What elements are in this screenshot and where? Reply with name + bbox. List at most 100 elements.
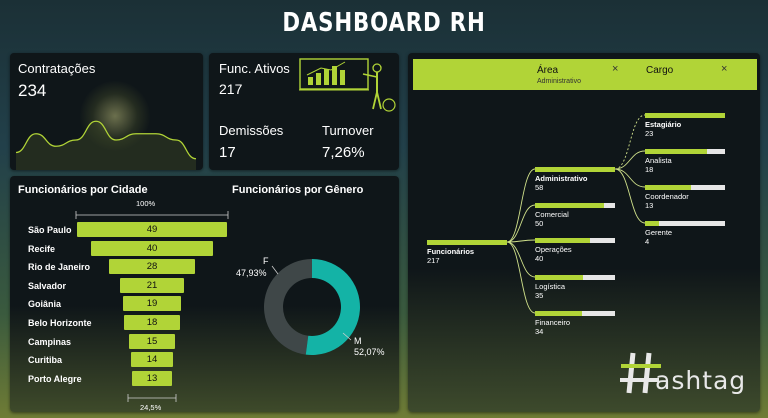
funnel-bar-value: 18 <box>146 317 158 328</box>
city-label: Curitiba <box>28 355 63 366</box>
tree-node-value: 50 <box>535 219 544 228</box>
hashtag-logo-icon <box>620 352 661 394</box>
tree-node-name: Financeiro <box>535 318 571 327</box>
funnel-top-pct: 100% <box>136 199 156 208</box>
genero-chart-title: Funcionários por Gênero <box>232 184 364 196</box>
cidade-genero-card: Funcionários por Cidade Funcionários por… <box>10 176 399 412</box>
tree-node-name: Administrativo <box>535 174 588 183</box>
donut-slice-f <box>263 259 312 355</box>
tree-node[interactable]: Coordenador 13 <box>645 185 725 211</box>
contratacoes-sparkline <box>15 120 197 170</box>
kpi-card: Func. Ativos 217 Demissões 17 Turnover 7… <box>209 53 399 170</box>
tree-node-value: 13 <box>645 201 654 210</box>
presentation-icon <box>299 58 396 112</box>
city-label: São Paulo <box>28 225 72 235</box>
city-label: Rio de Janeiro <box>28 262 91 273</box>
funnel-bar[interactable] <box>129 333 175 349</box>
tree-node-name: Coordenador <box>645 192 689 201</box>
donut-slice-m <box>305 259 360 355</box>
tree-node-name: Logística <box>535 282 566 291</box>
donut-f-label: F <box>263 256 269 266</box>
city-label: Recife <box>28 243 56 254</box>
tree-node[interactable]: Gerente 4 <box>645 221 725 247</box>
donut-m-label: M <box>354 336 362 346</box>
hashtag-logo-text: ashtag <box>655 366 747 395</box>
tree-link <box>614 168 646 188</box>
funnel-bar[interactable] <box>109 259 195 275</box>
tree-link <box>506 168 536 243</box>
funnel-top-bracket <box>75 211 229 219</box>
genero-donut <box>263 259 360 355</box>
tree-link <box>614 150 646 170</box>
sparkline-line <box>15 120 197 160</box>
demissoes-label: Demissões <box>219 123 284 138</box>
tree-node-value: 23 <box>645 129 654 138</box>
turnover-value: 7,26% <box>322 144 365 161</box>
funnel-bar-value: 40 <box>146 242 158 254</box>
funnel-bar-value: 19 <box>146 298 158 310</box>
tree-node[interactable]: Estagiário 23 <box>645 113 725 139</box>
funnel-bar-value: 13 <box>146 372 158 384</box>
donut-m-pct: 52,07% <box>354 347 385 357</box>
tree-link <box>506 239 536 243</box>
tree-link <box>506 204 536 243</box>
close-area-icon[interactable]: × <box>612 63 619 75</box>
tree-node[interactable]: Funcionários 217 <box>427 240 507 266</box>
demissoes-value: 17 <box>219 144 236 161</box>
tree-node-value: 34 <box>535 327 544 336</box>
tree-header-area-sub: Administrativo <box>537 78 581 85</box>
tree-link <box>506 241 536 278</box>
tree-node[interactable]: Analista 18 <box>645 149 725 175</box>
contratacoes-value: 234 <box>18 81 47 100</box>
tree-links <box>506 114 646 314</box>
donut-f-pct: 47,93% <box>236 268 267 278</box>
city-label: Goiânia <box>28 299 62 310</box>
tree-node-name: Gerente <box>645 228 673 237</box>
funnel-bar-value: 21 <box>146 279 158 291</box>
decomposition-tree-card: Área Administrativo × Cargo × Funcionári… <box>408 53 760 412</box>
contratacoes-label: Contratações <box>18 61 96 76</box>
funnel-bar-value: 49 <box>146 224 158 235</box>
turnover-label: Turnover <box>322 123 374 138</box>
funnel-bar-value: 28 <box>146 261 158 273</box>
funnel-bar[interactable] <box>90 240 214 256</box>
tree-node-value: 40 <box>535 254 544 263</box>
tree-link <box>614 168 646 224</box>
func-ativos-value: 217 <box>219 81 243 97</box>
city-label: Porto Alegre <box>28 373 82 384</box>
sparkline-area <box>16 121 196 170</box>
tree-node-name: Comercial <box>535 210 569 219</box>
funnel-bottom-pct: 24,5% <box>140 403 162 412</box>
tree-node-value: 58 <box>535 183 544 192</box>
tree-header-area: Área <box>537 65 559 76</box>
funnel-bar[interactable] <box>119 277 185 293</box>
tree-node-name: Estagiário <box>645 120 682 129</box>
tree-header-cargo: Cargo <box>646 65 674 76</box>
tree-node[interactable]: Comercial 50 <box>535 203 615 229</box>
funnel-bar[interactable] <box>124 315 180 330</box>
tree-node[interactable]: Logística 35 <box>535 275 615 301</box>
tree-header-bar: Área Administrativo × Cargo × <box>413 59 757 90</box>
close-cargo-icon[interactable]: × <box>721 63 728 75</box>
dashboard-title: DASHBOARD RH <box>282 8 486 38</box>
city-label: Salvador <box>28 280 67 291</box>
funnel-bar[interactable] <box>130 352 174 368</box>
funnel-bar[interactable] <box>132 370 172 386</box>
tree-node-name: Operações <box>535 245 572 254</box>
tree-node[interactable]: Operações 40 <box>535 238 615 264</box>
funnel-bar[interactable] <box>122 296 182 312</box>
tree-link <box>506 241 536 314</box>
tree-node-value: 35 <box>535 291 544 300</box>
tree-node-value: 18 <box>645 165 654 174</box>
tree-node-value: 4 <box>645 237 650 246</box>
cidade-chart-title: Funcionários por Cidade <box>18 184 148 196</box>
tree-node[interactable]: Financeiro 34 <box>535 311 615 337</box>
tree-link <box>614 114 646 170</box>
tree-node-name: Analista <box>645 156 672 165</box>
funnel-bar[interactable] <box>77 222 227 237</box>
city-label: Belo Horizonte <box>28 318 92 328</box>
tree-node[interactable]: Administrativo 58 <box>535 167 615 193</box>
funnel-bottom-bracket <box>127 394 177 402</box>
city-label: Campinas <box>28 336 72 347</box>
funnel-bar-value: 15 <box>146 335 158 347</box>
